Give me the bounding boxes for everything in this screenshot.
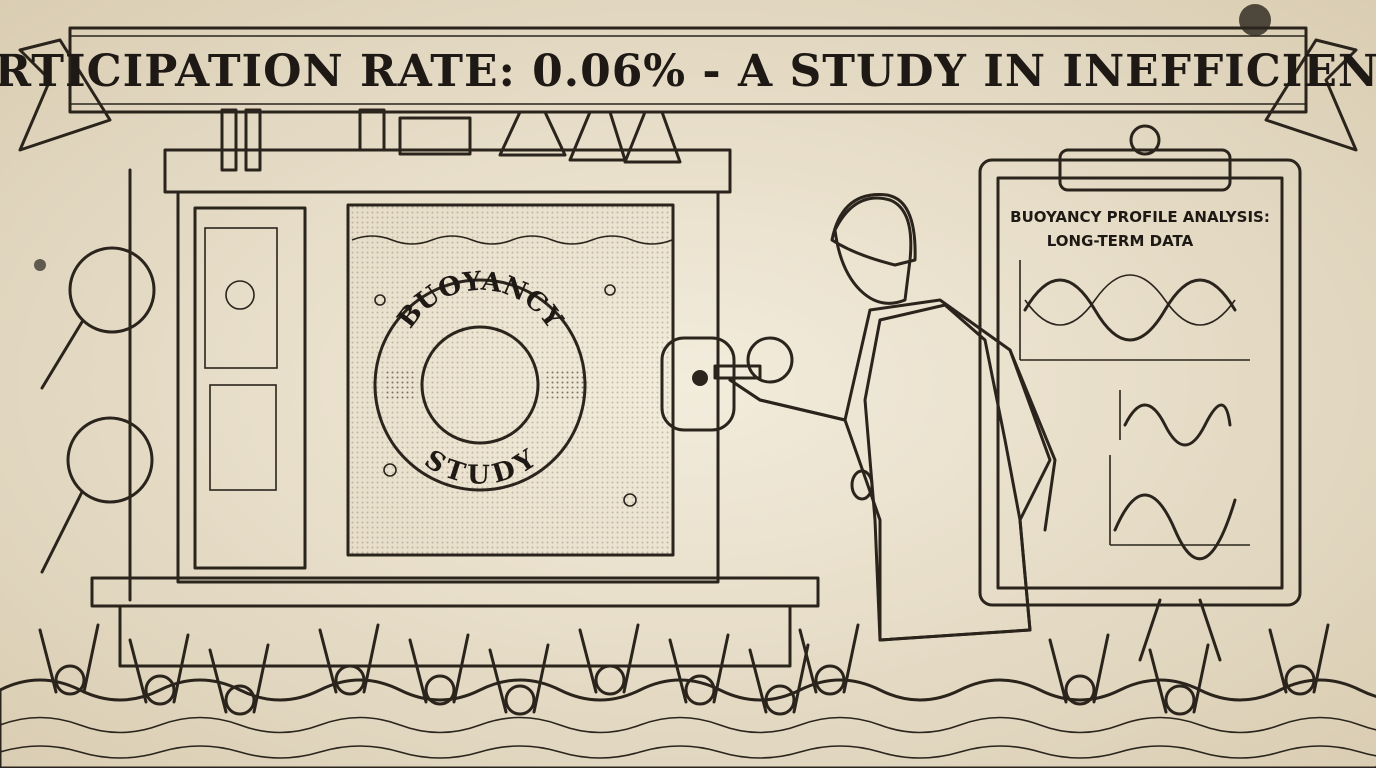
swimmer-head [814,664,846,696]
swimmer-arms [798,623,860,694]
swimmer-head [684,674,716,706]
swimmer [728,193,1057,642]
swimmer-arms [668,633,730,704]
swimmer-head [424,674,456,706]
swimmer-arms [1048,633,1110,704]
swimmer-arms [318,623,380,694]
swimmer-head [1064,674,1096,706]
banner-title: PARTICIPATION RATE: 0.06% - A STUDY IN I… [0,46,1376,97]
swimmer-arms [38,623,100,694]
swimmer-head [594,664,626,696]
board-title-line: BUOYANCY PROFILE ANALYSIS: [1010,208,1270,226]
swimmer-head [1284,664,1316,696]
swimmer-head [504,684,536,716]
swimmer-arms [1148,643,1210,714]
board-title-line: LONG-TERM DATA [1047,232,1194,250]
ink-blot [34,259,46,271]
banner: PARTICIPATION RATE: 0.06% - A STUDY IN I… [0,26,1376,152]
swimmer-arms [578,623,640,694]
chart-board: BUOYANCY PROFILE ANALYSIS: LONG-TERM DAT… [978,124,1302,662]
swimmer-arms [1268,623,1330,694]
swimmer-head [1164,684,1196,716]
ink-blot [1239,4,1271,36]
swimmer-arms [408,633,470,704]
water [0,678,1376,768]
swimmer-arms [128,633,190,704]
swimmer-head [54,664,86,696]
magnifiers [40,168,156,602]
swimmer-head [764,684,796,716]
swimmer-arms [208,643,270,714]
swimmer-head [334,664,366,696]
lab-table [90,576,820,668]
swimmer-head [224,684,256,716]
swimmer-arms [488,643,550,714]
swimmer-head [144,674,176,706]
crowd [38,623,1330,716]
